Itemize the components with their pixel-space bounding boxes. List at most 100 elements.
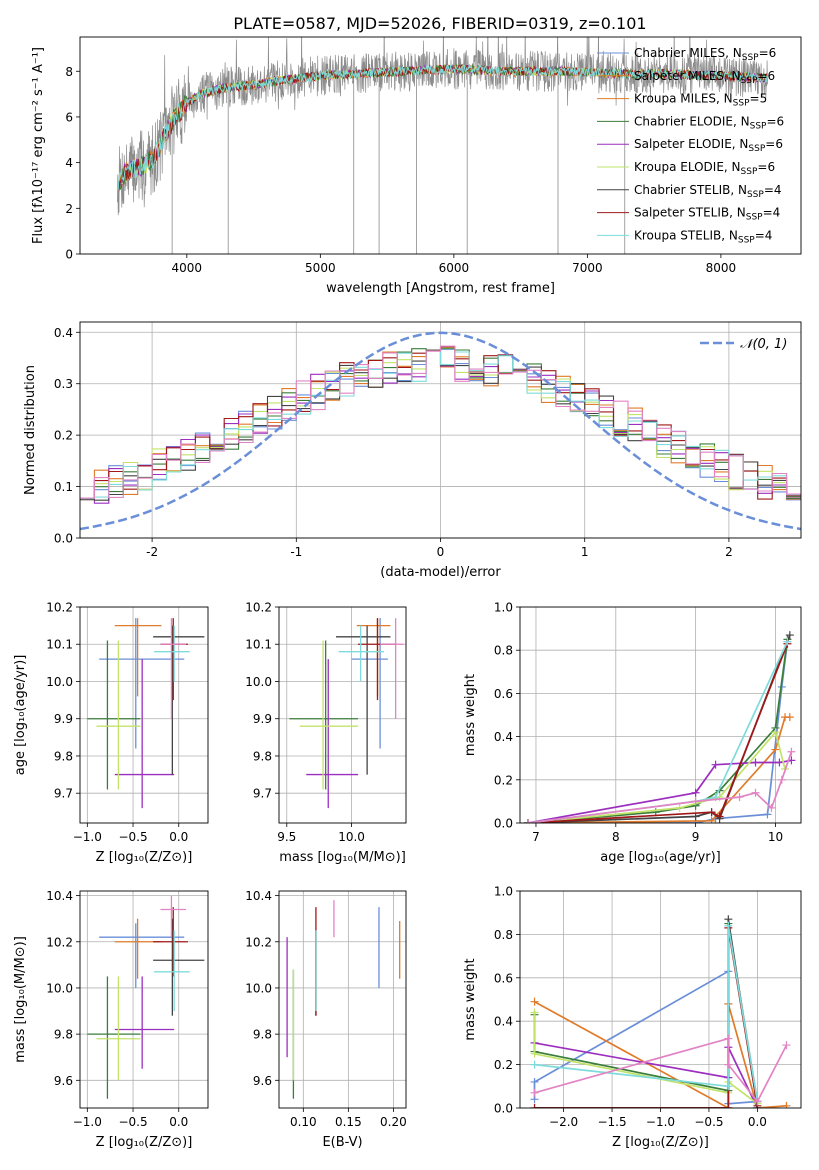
y-tick-label: 9.8 [54, 749, 73, 763]
data-point [154, 930, 190, 1012]
series-marker [767, 803, 776, 812]
x-tick-label: −0.5 [694, 1115, 723, 1129]
y-tick-label: 10.0 [46, 981, 73, 995]
y-tick-label: 0.6 [494, 687, 513, 701]
y-axis-label: mass [log₁₀(M/M⊙)] [13, 936, 28, 1063]
series-marker [724, 1082, 733, 1091]
y-axis-label: mass weight [463, 958, 478, 1040]
legend-label-n: =6 [765, 137, 783, 151]
panel-mass-weight-vs-age: 7 8 9 10 0.0 0.2 0.4 0.6 0.8 1.0 age [log₁₀(age/yr… [463, 601, 802, 865]
legend-label-text: Salpeter STELIB, N [634, 206, 746, 220]
data-point [96, 976, 141, 1081]
data-point [336, 625, 391, 775]
series-marker [707, 808, 716, 817]
y-tick-label: 9.8 [253, 1028, 272, 1042]
data-point [114, 918, 162, 979]
series-marker [735, 793, 744, 802]
gaussian-curve [80, 331, 801, 531]
y-tick-label: 9.8 [54, 1028, 73, 1042]
series-marker [724, 1060, 733, 1069]
x-tick-label: −0.5 [118, 1115, 147, 1129]
legend-label-n: =6 [759, 46, 777, 60]
histogram-step-line [80, 345, 801, 499]
series-line [523, 637, 792, 823]
data-point [153, 625, 205, 775]
plot-area-mass-weight-vs-age [520, 607, 801, 823]
series-line [523, 635, 792, 823]
series-marker [724, 1034, 733, 1043]
legend-label-text: Salpeter ELODIE, N [634, 137, 748, 151]
x-axis-label: Z [log₁₀(Z/Z⊙)] [96, 850, 193, 865]
series-marker [707, 816, 716, 823]
series-path [527, 716, 790, 823]
legend-label-sub: SSP [738, 235, 755, 245]
series-marker [777, 775, 786, 784]
data-point [87, 976, 141, 1099]
legend-label-text: Salpeter MILES, N [634, 69, 741, 83]
x-tick-label: 0.20 [380, 1115, 407, 1129]
series-line [530, 1034, 791, 1106]
series-marker [751, 758, 760, 767]
data-point [299, 640, 359, 790]
legend-label: 𝒩(0, 1) [740, 337, 787, 352]
y-tick-label: 10.2 [245, 935, 272, 949]
legend-label-text: Chabrier STELIB, N [634, 183, 747, 197]
y-tick-label: 0.8 [494, 644, 513, 658]
legend-label-sub: SSP [741, 76, 758, 86]
axes-frame [278, 606, 407, 824]
y-axis-label: age [log₁₀(age/yr)] [13, 655, 28, 776]
x-tick-label: 1 [581, 545, 589, 559]
y-tick-label: 0.3 [54, 377, 73, 391]
legend-label-text: Chabrier MILES, N [634, 46, 742, 60]
data-point [96, 640, 141, 790]
legend-label: Salpeter MILES, NSSP=6 [634, 69, 775, 86]
legend-label-text: Chabrier ELODIE, N [634, 114, 750, 128]
legend-label-sub: SSP [733, 99, 750, 109]
y-tick-label: 9.6 [253, 1074, 272, 1088]
plot-area-mass-weight-vs-Z [520, 891, 801, 1108]
x-tick-label: −1.5 [597, 1115, 626, 1129]
y-tick-label: 9.7 [54, 787, 73, 801]
axes-frame [519, 606, 802, 824]
y-tick-label: 6 [65, 110, 73, 124]
plot-area-age-vs-Z [80, 607, 208, 823]
y-tick-label: 10.1 [46, 638, 73, 652]
x-tick-label: 10 [768, 830, 783, 844]
series-marker [782, 1101, 791, 1108]
series-marker [711, 760, 720, 769]
legend-label: Salpeter ELODIE, NSSP=6 [634, 137, 783, 154]
panel-mass-weight-vs-Z: −2.0 −1.5 −1.0 −0.5 0.0 0.0 0.2 0.4 0.6 0.8 1.0 Z [… [463, 885, 802, 1150]
x-tick-label: 8 [612, 830, 620, 844]
series-line [523, 756, 796, 823]
legend-label-sub: SSP [742, 53, 759, 63]
y-tick-label: 0.0 [54, 532, 73, 546]
x-tick-label: −2.0 [549, 1115, 578, 1129]
y-tick-label: 9.7 [253, 787, 272, 801]
x-tick-label: 0.0 [748, 1115, 767, 1129]
x-tick-label: 0.15 [335, 1115, 362, 1129]
x-tick-label: -1 [290, 545, 302, 559]
x-tick-label: 9 [692, 830, 700, 844]
series-marker [771, 745, 780, 754]
legend-label-n: =4 [763, 206, 781, 220]
y-tick-label: 0.2 [54, 429, 73, 443]
legend-label: Chabrier STELIB, NSSP=4 [634, 183, 782, 200]
legend-label: Chabrier ELODIE, NSSP=6 [634, 114, 784, 131]
axes-frame [79, 890, 209, 1109]
series-marker [530, 1049, 539, 1058]
series-marker [775, 758, 784, 767]
x-tick-label: 0.0 [169, 830, 188, 844]
x-tick-label: 7000 [572, 261, 603, 275]
data-point [356, 618, 391, 697]
data-point [306, 659, 359, 809]
spectrum-model-line [116, 64, 768, 192]
data-point [114, 659, 175, 809]
series-path [534, 919, 759, 1108]
y-tick-label: 9.8 [253, 749, 272, 763]
panel-mass-vs-Z: −1.0 −0.5 0.0 9.6 9.8 10.0 10.2 10.4 Z [log₁₀(Z/… [13, 889, 209, 1150]
series-marker [753, 1097, 762, 1106]
y-tick-label: 4 [65, 156, 73, 170]
y-tick-label: 10.1 [245, 638, 272, 652]
y-axis-label: mass weight [463, 674, 478, 756]
data-point [338, 625, 384, 682]
